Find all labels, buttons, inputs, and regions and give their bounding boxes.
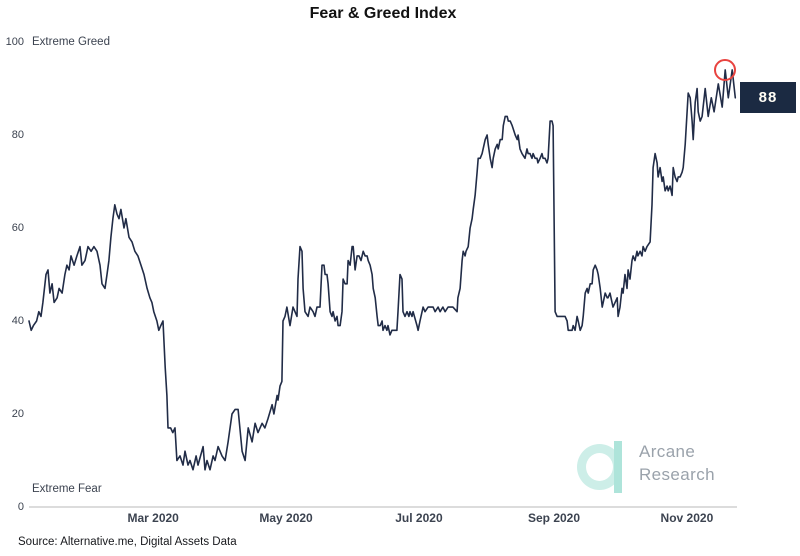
x-tick-label-mar-2020: Mar 2020 [127, 511, 179, 525]
y-tick-label-100: 100 [5, 36, 24, 48]
arcane-logo-icon-bar [614, 441, 622, 493]
source-note: Source: Alternative.me, Digital Assets D… [18, 536, 237, 548]
current-value-badge: 88 [740, 82, 796, 113]
y-tick-label-20: 20 [11, 408, 24, 420]
arcane-research-wordmark: Arcane Research [639, 440, 715, 486]
y-tick-label-0: 0 [17, 501, 24, 513]
x-tick-label-jul-2020: Jul 2020 [395, 511, 443, 525]
extreme-greed-label: Extreme Greed [32, 36, 110, 48]
peak-highlight-circle [714, 58, 737, 81]
y-tick-label-60: 60 [11, 222, 24, 234]
y-tick-label-80: 80 [11, 129, 24, 141]
extreme-fear-label: Extreme Fear [32, 483, 102, 495]
fear-greed-series-line [28, 69, 737, 471]
chart-title: Fear & Greed Index [309, 5, 457, 22]
logo-line2: Research [639, 465, 715, 484]
logo-line1: Arcane [639, 442, 696, 461]
x-tick-label-may-2020: May 2020 [259, 511, 313, 525]
x-tick-label-sep-2020: Sep 2020 [527, 511, 581, 525]
current-value-text: 88 [758, 89, 778, 106]
x-tick-label-nov-2020: Nov 2020 [660, 511, 714, 525]
y-tick-label-40: 40 [11, 315, 24, 327]
